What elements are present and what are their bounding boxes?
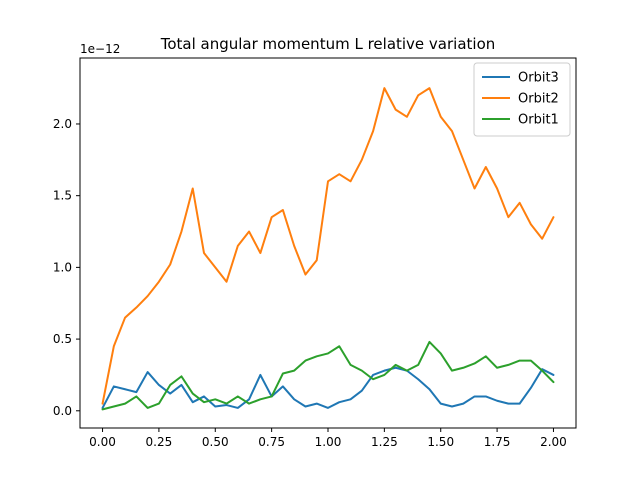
y-tick-label: 1.0 [53, 260, 72, 274]
x-tick-label: 0.75 [258, 435, 285, 449]
legend-label-orbit3: Orbit3 [518, 71, 559, 86]
series-line-orbit1 [101, 340, 555, 411]
series-line-orbit2 [101, 87, 555, 405]
y-tick-label: 1.5 [53, 189, 72, 203]
y-tick-label: 0.5 [53, 332, 72, 346]
x-tick-label: 1.25 [371, 435, 398, 449]
x-tick-label: 1.75 [484, 435, 511, 449]
legend-box [473, 62, 571, 137]
legend-label-orbit1: Orbit1 [518, 113, 559, 128]
y-axis: 0.0 0.5 1.0 1.5 2.0 [53, 117, 80, 418]
y-offset-text: 1e−12 [80, 42, 120, 56]
legend: Orbit3 Orbit2 Orbit1 [473, 62, 571, 137]
x-tick-label: 0.00 [89, 435, 116, 449]
chart-title: Total angular momentum L relative variat… [160, 35, 496, 53]
x-tick-label: 1.00 [315, 435, 342, 449]
x-tick-label: 2.00 [540, 435, 567, 449]
series-line-orbit3 [101, 366, 555, 409]
x-tick-label: 1.50 [427, 435, 454, 449]
y-tick-label: 2.0 [53, 117, 72, 131]
x-axis: 0.00 0.25 0.50 0.75 1.00 1.25 1.50 1.75 2.00 [89, 428, 567, 449]
series-layer [101, 87, 555, 411]
x-tick-label: 0.25 [146, 435, 173, 449]
x-tick-label: 0.50 [202, 435, 229, 449]
legend-label-orbit2: Orbit2 [518, 92, 559, 107]
y-tick-label: 0.0 [53, 404, 72, 418]
